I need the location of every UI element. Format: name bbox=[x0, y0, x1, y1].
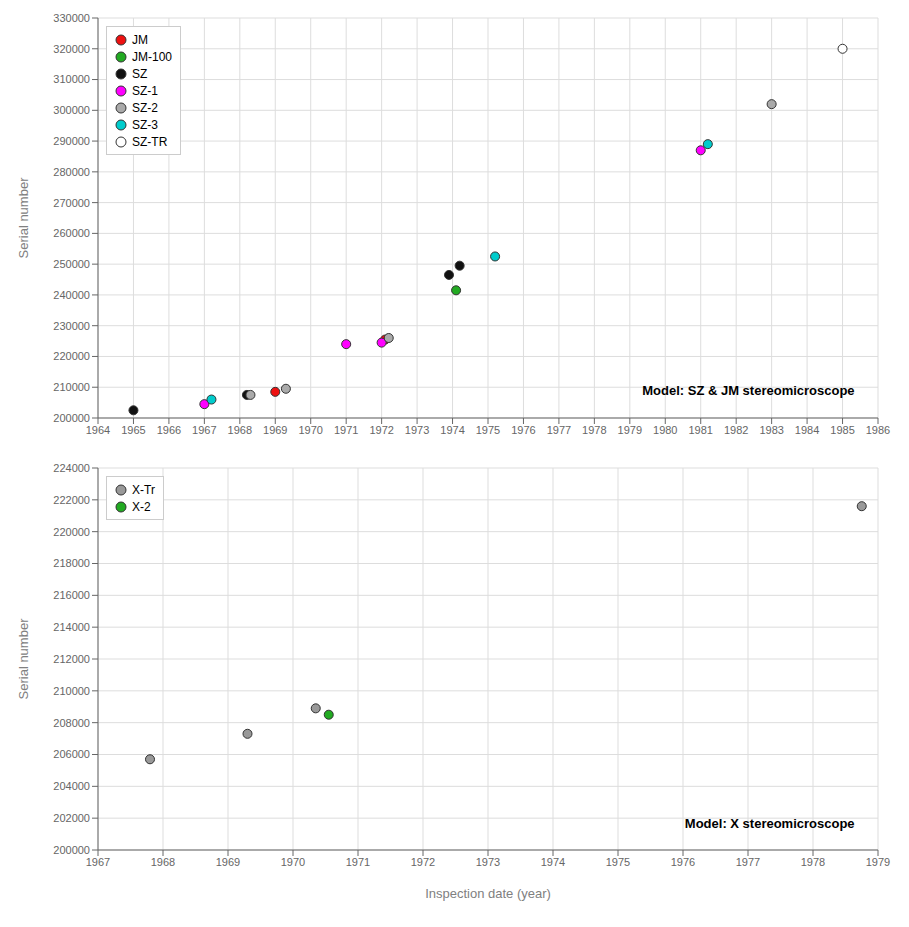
html-text:SZ-3: SZ-3 bbox=[132, 117, 158, 132]
svg-text:1967: 1967 bbox=[86, 856, 110, 868]
html-text:X-Tr: X-Tr bbox=[132, 482, 155, 497]
html-text:Model: X stereomicroscope: Model: X stereomicroscope bbox=[684, 815, 855, 831]
svg-text:1966: 1966 bbox=[157, 424, 181, 436]
svg-text:1982: 1982 bbox=[724, 424, 748, 436]
svg-text:1969: 1969 bbox=[216, 856, 240, 868]
svg-text:1983: 1983 bbox=[759, 424, 783, 436]
svg-text:204000: 204000 bbox=[53, 780, 90, 792]
svg-text:1978: 1978 bbox=[801, 856, 825, 868]
html-text:JM: JM bbox=[132, 32, 148, 47]
svg-text:1975: 1975 bbox=[476, 424, 500, 436]
svg-text:1977: 1977 bbox=[736, 856, 760, 868]
svg-text:1976: 1976 bbox=[671, 856, 695, 868]
svg-text:280000: 280000 bbox=[53, 166, 90, 178]
svg-text:220000: 220000 bbox=[53, 526, 90, 538]
svg-text:1968: 1968 bbox=[228, 424, 252, 436]
svg-text:224000: 224000 bbox=[53, 462, 90, 474]
svg-text:202000: 202000 bbox=[53, 812, 90, 824]
svg-text:1970: 1970 bbox=[281, 856, 305, 868]
svg-text:1972: 1972 bbox=[411, 856, 435, 868]
svg-text:1984: 1984 bbox=[795, 424, 819, 436]
svg-text:1986: 1986 bbox=[866, 424, 890, 436]
svg-text:218000: 218000 bbox=[53, 557, 90, 569]
svg-text:1967: 1967 bbox=[192, 424, 216, 436]
svg-text:210000: 210000 bbox=[53, 685, 90, 697]
svg-text:1965: 1965 bbox=[121, 424, 145, 436]
svg-text:206000: 206000 bbox=[53, 748, 90, 760]
svg-text:260000: 260000 bbox=[53, 227, 90, 239]
svg-text:222000: 222000 bbox=[53, 494, 90, 506]
svg-text:Inspection date (year): Inspection date (year) bbox=[425, 886, 551, 901]
svg-text:1969: 1969 bbox=[263, 424, 287, 436]
svg-text:1981: 1981 bbox=[688, 424, 712, 436]
svg-text:1978: 1978 bbox=[582, 424, 606, 436]
svg-text:1973: 1973 bbox=[405, 424, 429, 436]
svg-text:208000: 208000 bbox=[53, 717, 90, 729]
svg-text:310000: 310000 bbox=[53, 73, 90, 85]
svg-text:1973: 1973 bbox=[476, 856, 500, 868]
svg-text:300000: 300000 bbox=[53, 104, 90, 116]
svg-text:1972: 1972 bbox=[369, 424, 393, 436]
svg-text:214000: 214000 bbox=[53, 621, 90, 633]
svg-text:220000: 220000 bbox=[53, 350, 90, 362]
svg-text:1974: 1974 bbox=[541, 856, 565, 868]
svg-text:1964: 1964 bbox=[86, 424, 110, 436]
svg-text:1971: 1971 bbox=[334, 424, 358, 436]
html-text:SZ-2: SZ-2 bbox=[132, 100, 158, 115]
svg-text:250000: 250000 bbox=[53, 258, 90, 270]
svg-text:1979: 1979 bbox=[618, 424, 642, 436]
svg-text:1979: 1979 bbox=[866, 856, 890, 868]
html-text:SZ: SZ bbox=[132, 66, 148, 81]
html-text:JM-100: JM-100 bbox=[132, 49, 172, 64]
svg-text:1968: 1968 bbox=[151, 856, 175, 868]
svg-text:1985: 1985 bbox=[830, 424, 854, 436]
svg-text:290000: 290000 bbox=[53, 135, 90, 147]
html-text:X-2: X-2 bbox=[132, 499, 151, 514]
svg-text:1974: 1974 bbox=[440, 424, 464, 436]
svg-text:212000: 212000 bbox=[53, 653, 90, 665]
svg-text:230000: 230000 bbox=[53, 320, 90, 332]
svg-text:330000: 330000 bbox=[53, 12, 90, 24]
svg-text:320000: 320000 bbox=[53, 43, 90, 55]
svg-text:210000: 210000 bbox=[53, 381, 90, 393]
svg-text:240000: 240000 bbox=[53, 289, 90, 301]
html-text:SZ-1: SZ-1 bbox=[132, 83, 158, 98]
svg-text:216000: 216000 bbox=[53, 589, 90, 601]
svg-text:200000: 200000 bbox=[53, 844, 90, 856]
svg-text:Serial number: Serial number bbox=[16, 618, 31, 700]
svg-text:1976: 1976 bbox=[511, 424, 535, 436]
svg-text:1970: 1970 bbox=[298, 424, 322, 436]
html-text:SZ-TR: SZ-TR bbox=[132, 134, 168, 149]
svg-text:200000: 200000 bbox=[53, 412, 90, 424]
svg-text:1980: 1980 bbox=[653, 424, 677, 436]
svg-text:Serial number: Serial number bbox=[16, 177, 31, 259]
svg-text:1971: 1971 bbox=[346, 856, 370, 868]
svg-text:1975: 1975 bbox=[606, 856, 630, 868]
svg-text:1977: 1977 bbox=[547, 424, 571, 436]
html-text:Model: SZ & JM stereomicroscop: Model: SZ & JM stereomicroscope bbox=[642, 383, 855, 398]
svg-text:270000: 270000 bbox=[53, 197, 90, 209]
